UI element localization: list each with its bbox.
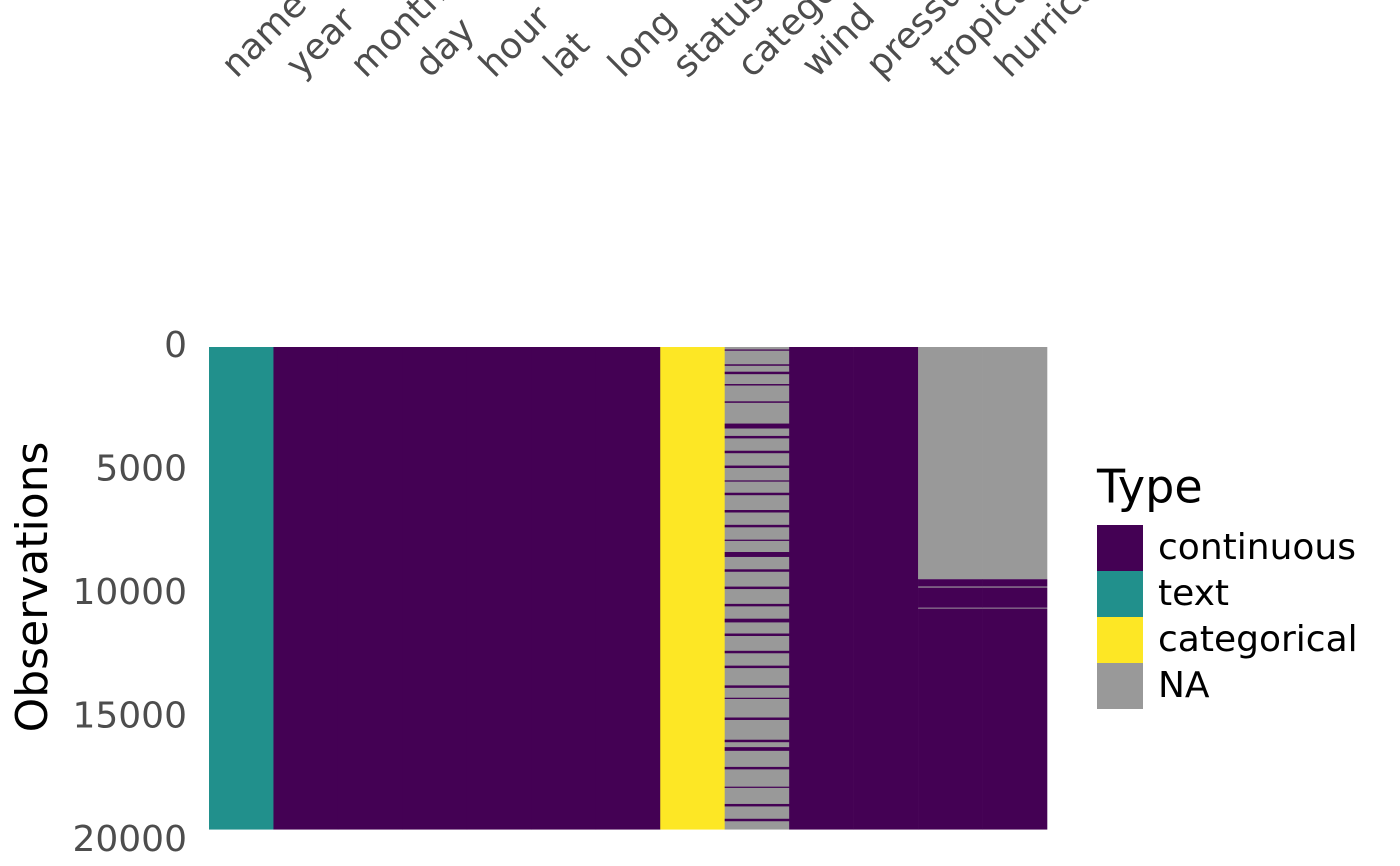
tile bbox=[724, 480, 790, 482]
legend-key bbox=[1097, 525, 1143, 571]
tile bbox=[724, 384, 790, 386]
tile bbox=[724, 603, 790, 607]
tile bbox=[918, 579, 983, 587]
tile bbox=[724, 371, 790, 375]
tile bbox=[724, 510, 790, 513]
legend-label: NA bbox=[1158, 665, 1210, 706]
tile bbox=[402, 347, 468, 830]
legend-key bbox=[1097, 617, 1143, 663]
tile bbox=[724, 423, 790, 429]
tile bbox=[982, 587, 1048, 608]
tile bbox=[724, 650, 790, 654]
legend-label: text bbox=[1158, 573, 1229, 614]
tile bbox=[853, 347, 919, 830]
tile bbox=[724, 739, 790, 743]
tile bbox=[724, 492, 790, 496]
tile bbox=[724, 618, 790, 623]
tile bbox=[789, 347, 854, 830]
tile bbox=[724, 803, 790, 807]
tile bbox=[724, 766, 790, 770]
tile bbox=[337, 347, 403, 830]
legend-key bbox=[1097, 663, 1143, 709]
tile bbox=[466, 347, 532, 830]
tile bbox=[724, 552, 790, 557]
column-label: tropicalstorm_force_diameter bbox=[923, 0, 1326, 85]
column-label: hour bbox=[472, 0, 559, 85]
tile bbox=[724, 539, 790, 541]
tile bbox=[918, 347, 983, 580]
tile bbox=[724, 364, 790, 366]
tile bbox=[982, 586, 1048, 588]
column-label: long bbox=[600, 1, 684, 85]
tile bbox=[724, 633, 790, 636]
column-label: hurricane_force_diameter bbox=[987, 0, 1342, 85]
tile bbox=[273, 347, 339, 830]
tile bbox=[982, 607, 1048, 609]
tile bbox=[982, 347, 1048, 580]
tile bbox=[724, 586, 790, 590]
tile bbox=[209, 347, 274, 830]
legend-label: continuous bbox=[1158, 527, 1356, 568]
tile bbox=[724, 349, 790, 351]
tile bbox=[724, 435, 790, 439]
tile bbox=[724, 450, 790, 454]
tile bbox=[724, 685, 790, 688]
tile bbox=[724, 697, 790, 699]
y-tick-label: 5000 bbox=[95, 449, 187, 490]
tile bbox=[724, 747, 790, 751]
tile bbox=[982, 608, 1048, 830]
y-tick-label: 10000 bbox=[72, 572, 187, 613]
tile bbox=[724, 818, 790, 822]
legend-title: Type bbox=[1096, 460, 1203, 514]
tile bbox=[595, 347, 661, 830]
legend-label: categorical bbox=[1158, 619, 1358, 660]
tile bbox=[982, 579, 1048, 587]
tile bbox=[918, 587, 983, 608]
tile bbox=[918, 607, 983, 609]
legend-key bbox=[1097, 571, 1143, 617]
tile bbox=[724, 786, 790, 788]
y-axis-label: Observations bbox=[7, 442, 58, 733]
tile bbox=[724, 665, 790, 669]
tile bbox=[724, 465, 790, 469]
tile bbox=[660, 347, 725, 830]
tile bbox=[724, 717, 790, 720]
tile bbox=[918, 608, 983, 830]
y-tick-label: 0 bbox=[164, 325, 187, 366]
y-tick-label: 20000 bbox=[72, 819, 187, 860]
tile bbox=[918, 586, 983, 588]
tile bbox=[724, 401, 790, 403]
y-tick-label: 15000 bbox=[72, 696, 187, 737]
tile bbox=[724, 524, 790, 528]
tile bbox=[531, 347, 597, 830]
tile bbox=[724, 569, 790, 572]
